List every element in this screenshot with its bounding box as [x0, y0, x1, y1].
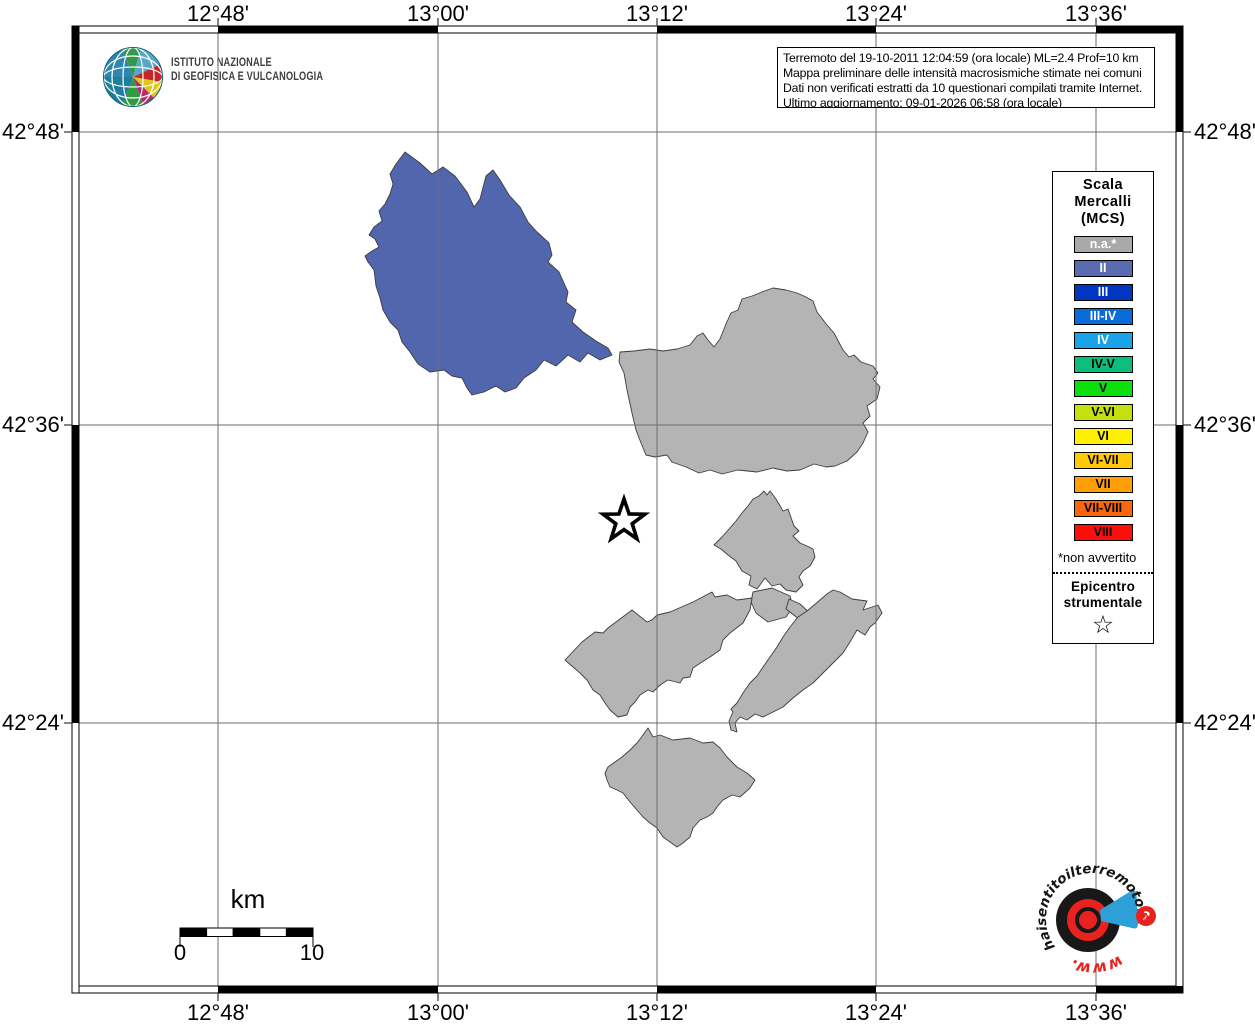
frame-ticks: [64, 18, 1191, 1001]
legend-item-ii: II: [1073, 260, 1133, 277]
municipality-na-1: [618, 287, 881, 475]
municipality-na-6: [728, 589, 883, 733]
municipality-na-5: [564, 591, 753, 718]
axis-label: 13°36': [1065, 1000, 1127, 1024]
scalebar-unit: km: [230, 884, 266, 914]
logo-question-mark: ?: [1140, 909, 1152, 926]
axis-label: 12°48': [187, 1000, 249, 1024]
ingv-institute-name: ISTITUTO NAZIONALE DI GEOFISICA E VULCAN…: [171, 56, 323, 84]
logo-bullseye-center: [1079, 911, 1097, 929]
map-frame: [64, 18, 1191, 1001]
legend-item-vi-vii: VI-VII: [1073, 452, 1133, 469]
axis-label: 42°36': [1194, 412, 1255, 437]
legend-item-vi: VI: [1073, 428, 1133, 445]
municipality-na-3: [750, 587, 794, 623]
municipality-intensity-ii: [364, 151, 613, 396]
logo-text-www: www.: [1067, 952, 1127, 979]
legend-item-viii: VIII: [1073, 524, 1133, 541]
axis-label: 42°48': [2, 119, 64, 144]
legend-item-v: V: [1073, 380, 1133, 397]
svg-text:www.: www.: [1067, 952, 1127, 979]
legend-epicenter-line2: strumentale: [1063, 595, 1143, 610]
info-line-event: Terremoto del 19-10-2011 12:04:59 (ora l…: [783, 51, 1139, 65]
municipality-na-2: [713, 490, 816, 593]
scale-bar: [179, 927, 314, 947]
info-line-updated: Ultimo aggiornamento: 09-01-2026 06:58 (…: [783, 96, 1062, 108]
ingv-name-line1: ISTITUTO NAZIONALE: [171, 57, 272, 69]
epicenter-star-icon: [597, 493, 651, 544]
legend-epicenter-line1: Epicentro: [1070, 579, 1136, 594]
info-line-source: Dati non verificati estratti da 10 quest…: [783, 81, 1143, 95]
legend-item-iii: III: [1073, 284, 1133, 301]
legend-title-line3: (MCS): [1081, 211, 1125, 227]
scalebar-end: 10: [299, 940, 325, 965]
axis-label: 42°36': [2, 412, 64, 437]
axis-label: 42°24': [2, 710, 64, 735]
legend-title-line1: Scala: [1083, 177, 1123, 193]
logo-question-badge: [1136, 906, 1156, 926]
axis-label: 13°00': [407, 1000, 469, 1024]
axis-label: 13°12': [626, 1000, 688, 1024]
legend-item-iv-v: IV-V: [1073, 356, 1133, 373]
info-line-maptype: Mappa preliminare delle intensità macros…: [783, 66, 1142, 80]
legend-star-icon: ☆: [1091, 611, 1115, 639]
legend-footnote: *non avvertito: [1058, 550, 1137, 565]
municipality-na-7: [604, 727, 756, 848]
ingv-name-line2: DI GEOFISICA E VULCANOLOGIA: [171, 71, 324, 83]
haisentito-logo: ? haisentitoilterremoto .it www.: [1034, 861, 1156, 979]
legend-title: Scala Mercalli (MCS): [1053, 177, 1153, 228]
legend-item-v-vi: V-VI: [1073, 404, 1133, 421]
legend-epicenter-label: Epicentro strumentale: [1053, 579, 1153, 611]
legend-item-iv: IV: [1073, 332, 1133, 349]
axis-label: 13°24': [845, 1000, 907, 1024]
ingv-globe-icon: [103, 47, 163, 107]
legend-item-vii-viii: VII-VIII: [1073, 500, 1133, 517]
legend-item-na: n.a.*: [1073, 236, 1133, 253]
legend-divider: [1053, 572, 1153, 574]
legend-item-iii-iv: III-IV: [1073, 308, 1133, 325]
municipality-polygons: [364, 151, 883, 848]
earthquake-info-box: Terremoto del 19-10-2011 12:04:59 (ora l…: [777, 47, 1155, 108]
axis-label: 42°48': [1194, 119, 1255, 144]
legend-title-line2: Mercalli: [1074, 194, 1132, 210]
mercalli-legend: Scala Mercalli (MCS) n.a.* II III III-IV…: [1052, 171, 1154, 644]
axis-label: 42°24': [1194, 710, 1255, 735]
legend-item-vii: VII: [1073, 476, 1133, 493]
logo-text-it: .it: [1133, 906, 1150, 925]
logo-megaphone-icon: [1100, 890, 1138, 929]
scalebar-start: 0: [173, 940, 187, 965]
